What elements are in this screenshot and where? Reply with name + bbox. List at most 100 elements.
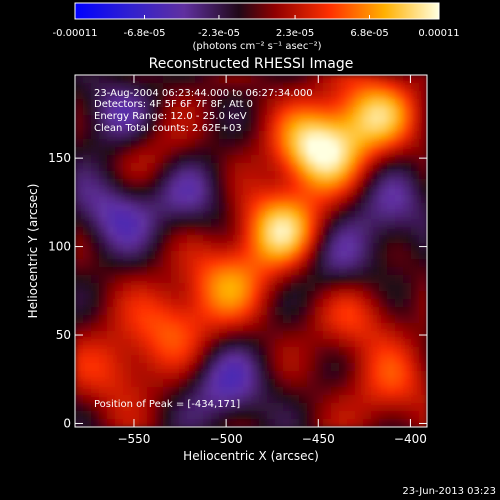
heatmap-cell xyxy=(379,371,388,380)
heatmap-cell xyxy=(371,155,380,164)
heatmap-cell xyxy=(355,291,364,300)
heatmap-cell xyxy=(99,339,108,348)
heatmap-cell xyxy=(219,243,228,252)
heatmap-cell xyxy=(259,91,268,100)
heatmap-cell xyxy=(387,163,396,172)
heatmap-cell xyxy=(139,315,148,324)
heatmap-cell xyxy=(171,99,180,108)
heatmap-cell xyxy=(107,387,116,396)
heatmap-cell xyxy=(259,395,268,404)
x-tick-label: −400 xyxy=(394,432,427,446)
heatmap-cell xyxy=(347,275,356,284)
heatmap-cell xyxy=(179,147,188,156)
heatmap-cell xyxy=(115,395,124,404)
heatmap-cell xyxy=(147,363,156,372)
heatmap-cell xyxy=(99,307,108,316)
heatmap-cell xyxy=(203,411,212,420)
heatmap-cell xyxy=(123,243,132,252)
heatmap-cell xyxy=(139,139,148,148)
heatmap-cell xyxy=(411,315,420,324)
heatmap-cell xyxy=(291,283,300,292)
heatmap-cell xyxy=(163,163,172,172)
heatmap-cell xyxy=(371,187,380,196)
heatmap-cell xyxy=(155,331,164,340)
heatmap-cell xyxy=(259,267,268,276)
heatmap-cell xyxy=(355,75,364,84)
heatmap-cell xyxy=(267,115,276,124)
heatmap-cell xyxy=(83,107,92,116)
heatmap-cell xyxy=(83,203,92,212)
colorbar-tick-label: -0.00011 xyxy=(53,28,98,39)
heatmap-cell xyxy=(251,219,260,228)
heatmap-cell xyxy=(211,75,220,84)
heatmap-cell xyxy=(267,363,276,372)
heatmap-cell xyxy=(339,115,348,124)
heatmap-cell xyxy=(275,251,284,260)
heatmap-cell xyxy=(355,187,364,196)
heatmap-cell xyxy=(131,251,140,260)
heatmap-cell xyxy=(259,331,268,340)
heatmap-cell xyxy=(267,75,276,84)
heatmap-cell xyxy=(283,355,292,364)
heatmap-cell xyxy=(219,259,228,268)
heatmap-cell xyxy=(83,315,92,324)
heatmap-cell xyxy=(323,387,332,396)
heatmap-cell xyxy=(235,411,244,420)
heatmap-cell xyxy=(307,251,316,260)
heatmap-cell xyxy=(171,275,180,284)
heatmap-cell xyxy=(227,163,236,172)
heatmap-cell xyxy=(171,91,180,100)
heatmap-cell xyxy=(75,179,84,188)
heatmap-cell xyxy=(331,195,340,204)
heatmap-cell xyxy=(171,115,180,124)
heatmap-cell xyxy=(323,115,332,124)
heatmap-cell xyxy=(379,267,388,276)
heatmap-cell xyxy=(203,227,212,236)
heatmap-cell xyxy=(403,75,412,84)
heatmap-cell xyxy=(275,379,284,388)
heatmap-cell xyxy=(363,363,372,372)
heatmap-cell xyxy=(139,251,148,260)
heatmap-cell xyxy=(347,331,356,340)
heatmap-cell xyxy=(227,275,236,284)
heatmap-cell xyxy=(331,283,340,292)
heatmap-cell xyxy=(339,307,348,316)
heatmap-cell xyxy=(131,91,140,100)
heatmap-cell xyxy=(323,155,332,164)
heatmap-cell xyxy=(371,203,380,212)
heatmap-cell xyxy=(379,275,388,284)
heatmap-cell xyxy=(211,259,220,268)
heatmap-cell xyxy=(387,187,396,196)
heatmap-cell xyxy=(403,243,412,252)
heatmap-cell xyxy=(163,235,172,244)
heatmap-cell xyxy=(179,115,188,124)
heatmap-cell xyxy=(211,211,220,220)
heatmap-cell xyxy=(123,83,132,92)
heatmap-cell xyxy=(131,179,140,188)
heatmap-cell xyxy=(339,347,348,356)
heatmap-cell xyxy=(243,275,252,284)
heatmap-cell xyxy=(195,139,204,148)
heatmap-cell xyxy=(371,339,380,348)
heatmap-cell xyxy=(283,371,292,380)
heatmap-cell xyxy=(75,155,84,164)
heatmap-cell xyxy=(195,331,204,340)
heatmap-cell xyxy=(315,147,324,156)
heatmap-cell xyxy=(403,283,412,292)
heatmap-cell xyxy=(275,171,284,180)
heatmap-cell xyxy=(323,323,332,332)
heatmap-cell xyxy=(363,387,372,396)
heatmap-cell xyxy=(251,275,260,284)
heatmap-cell xyxy=(227,235,236,244)
heatmap-cell xyxy=(147,163,156,172)
heatmap-cell xyxy=(387,123,396,132)
heatmap-cell xyxy=(243,227,252,236)
heatmap-cell xyxy=(187,211,196,220)
heatmap-cell xyxy=(155,251,164,260)
heatmap-cell xyxy=(187,227,196,236)
heatmap-cell xyxy=(275,211,284,220)
heatmap-cell xyxy=(227,403,236,412)
heatmap-cell xyxy=(91,259,100,268)
heatmap-cell xyxy=(91,83,100,92)
heatmap-cell xyxy=(243,195,252,204)
